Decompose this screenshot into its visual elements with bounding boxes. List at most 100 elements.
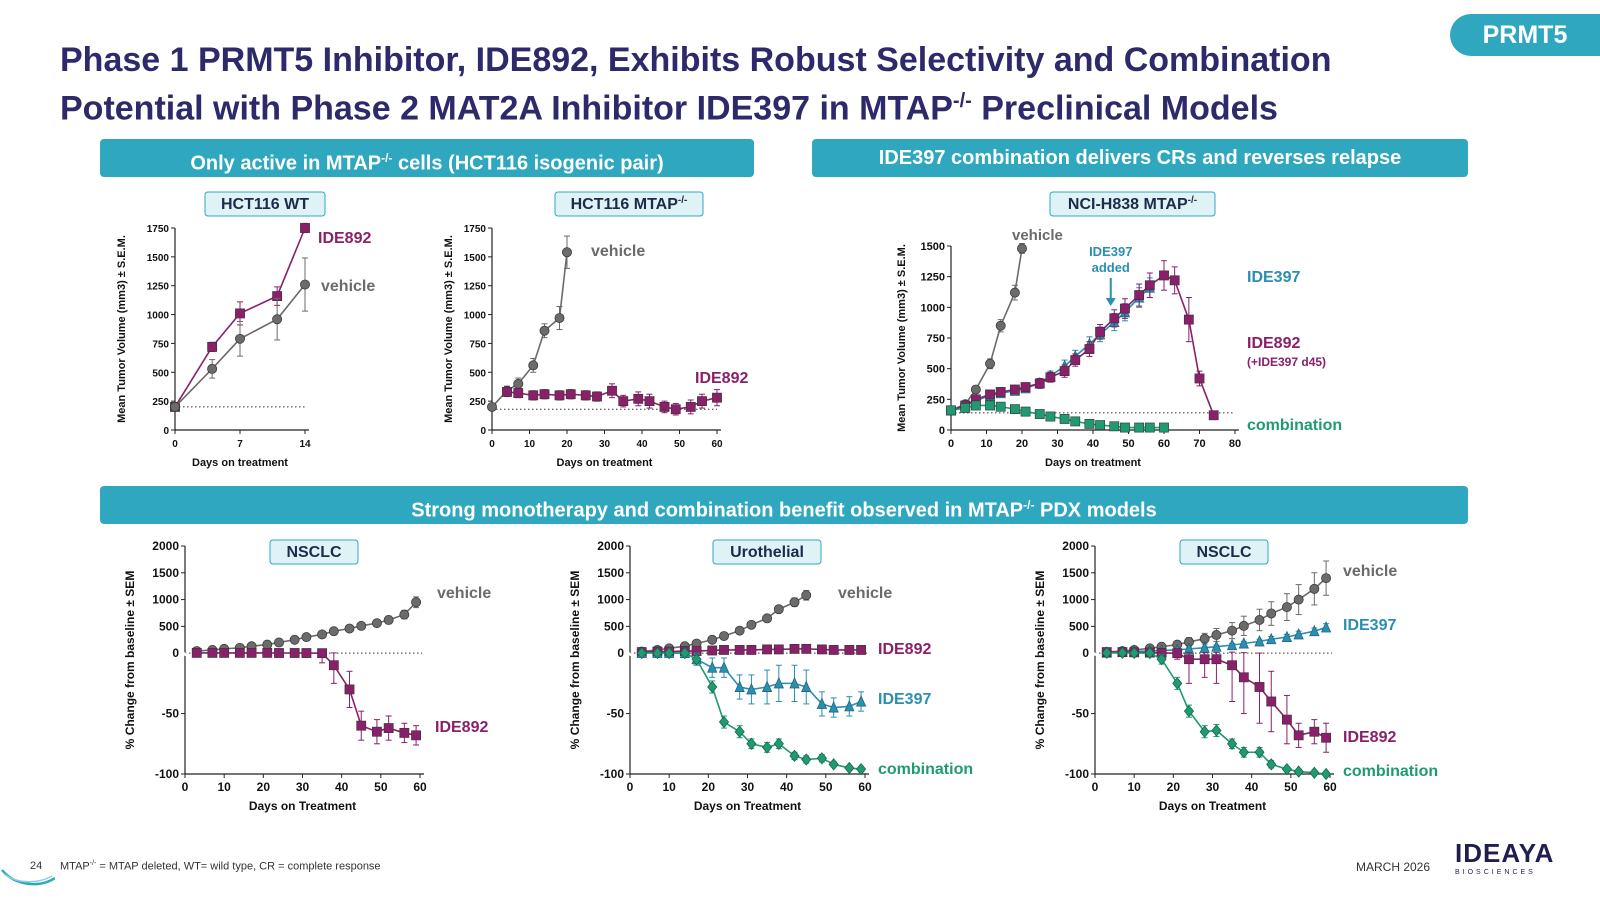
data-point: [1045, 372, 1056, 383]
axis-break: [1088, 649, 1098, 657]
y-tick-label: 750: [469, 339, 486, 350]
data-point: [1034, 378, 1045, 389]
series-combination: [946, 400, 1169, 433]
data-point: [746, 619, 757, 630]
series-combination: [636, 646, 867, 776]
y-tick-label: 2000: [152, 539, 179, 553]
y-tick-label: -100: [155, 767, 179, 781]
x-tick-label: 40: [1245, 780, 1259, 794]
y-tick-label: 0: [617, 646, 624, 660]
data-point: [1281, 763, 1292, 776]
data-point: [262, 639, 273, 650]
y-tick-label: 2000: [1062, 539, 1089, 553]
data-point: [1226, 638, 1238, 651]
series-label: combination: [1247, 417, 1342, 434]
data-point: [328, 660, 339, 671]
data-point: [789, 676, 800, 689]
data-point: [272, 314, 283, 325]
annotation-text-1: IDE397: [1089, 244, 1132, 259]
data-point: [718, 715, 730, 729]
x-tick-label: 40: [335, 780, 349, 794]
data-point: [995, 387, 1006, 397]
data-point: [1321, 573, 1332, 584]
chart-pdx-nsclc-2: NSCLC -100 -50 0 500 1000 1500 2000 0 10 20 30 40 50 6…: [1020, 536, 1480, 846]
band-left-sup: -/-: [381, 151, 393, 165]
data-point: [1129, 646, 1140, 660]
data-point: [960, 403, 971, 413]
data-point: [946, 405, 956, 416]
data-point: [399, 609, 410, 620]
series-label: IDE892: [435, 719, 488, 736]
data-point: [1282, 714, 1292, 725]
data-point: [1309, 766, 1320, 779]
data-point: [1169, 275, 1180, 286]
data-point: [1183, 314, 1194, 325]
y-tick-label: 1250: [147, 282, 170, 293]
data-point: [828, 701, 839, 713]
series-vehicle: [170, 257, 310, 412]
data-point: [1281, 630, 1293, 643]
series-ide397: [1101, 620, 1332, 658]
y-tick-label: 500: [1069, 619, 1089, 633]
data-point: [1293, 730, 1304, 741]
data-point: [816, 697, 828, 709]
data-point: [1309, 624, 1320, 637]
x-tick-label: 50: [1122, 438, 1134, 450]
chart-nci-h838: NCI-H838 MTAP-/- 0 250 500 750 1000 1250 1500 0 1…: [885, 186, 1385, 486]
data-point: [1194, 373, 1205, 384]
y-tick-label: 1500: [152, 566, 179, 580]
footnote-text: MTAP: [60, 860, 90, 873]
series-vehicle: [191, 596, 422, 656]
title-line-1: Phase 1 PRMT5 Inhibitor, IDE892, Exhibit…: [60, 41, 1332, 79]
y-axis-label: % Change from baseline ± SEM: [123, 571, 137, 750]
chart-svg: NSCLC -100 -50 0 500 1000 1500 2000 0 10 20 30 40 50 6…: [1033, 539, 1438, 813]
data-point: [1109, 313, 1120, 324]
panel-label: HCT116 WT: [204, 191, 326, 217]
data-point: [844, 645, 855, 655]
series-line-vehicle: [196, 601, 417, 652]
data-point: [855, 695, 867, 707]
x-tick-label: 60: [413, 780, 427, 794]
data-point: [300, 279, 310, 290]
data-point: [1059, 414, 1070, 424]
series-line-combination: [641, 652, 862, 770]
data-point: [207, 363, 218, 374]
data-point: [1172, 648, 1183, 659]
data-point: [1059, 366, 1070, 377]
series-ide892: [170, 222, 310, 412]
y-tick-label: 1250: [464, 282, 487, 293]
data-point: [607, 385, 617, 396]
y-tick-label: 1000: [1062, 593, 1089, 607]
x-tick-label: 20: [1167, 780, 1181, 794]
y-tick-label: 1500: [464, 253, 487, 264]
page-title: Phase 1 PRMT5 Inhibitor, IDE892, Exhibit…: [60, 40, 1380, 129]
data-point: [411, 730, 421, 741]
x-tick-label: 0: [489, 439, 495, 450]
data-point: [317, 648, 327, 659]
axes: 0 250 500 750 1000 1250 1500 1750 0 10 20 30 40 50 60 D…: [443, 224, 723, 469]
x-tick-label: 7: [237, 439, 243, 450]
data-point: [1293, 627, 1304, 640]
series-label: IDE892: [878, 641, 931, 658]
y-tick-label: 1500: [597, 566, 624, 580]
data-point: [1010, 384, 1020, 395]
data-point: [274, 637, 284, 648]
data-point: [1238, 620, 1249, 631]
data-point: [1156, 653, 1167, 666]
series-line-ide892: [196, 652, 417, 737]
x-tick-label: 50: [819, 780, 833, 794]
data-point: [383, 614, 394, 625]
series-ide397: [636, 646, 867, 718]
title-superscript: -/-: [952, 90, 972, 112]
series-line-vehicle: [491, 252, 568, 408]
data-point: [1321, 767, 1332, 781]
data-point: [562, 247, 572, 258]
x-tick-label: 14: [299, 439, 311, 450]
data-point: [985, 358, 996, 369]
data-point: [801, 590, 812, 601]
panel-label-box: [204, 191, 326, 217]
data-point: [816, 752, 827, 765]
data-point: [554, 313, 565, 323]
data-point: [1254, 682, 1265, 692]
